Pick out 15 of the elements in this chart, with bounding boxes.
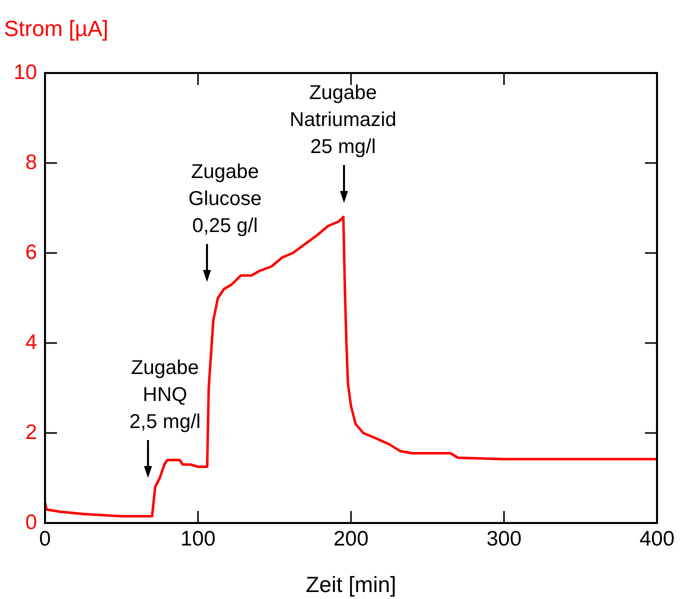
annotation: Zugabe Natriumazid 25 mg/l <box>290 82 396 158</box>
x-tick-label: 200 <box>333 527 369 550</box>
annotation: Zugabe HNQ 2,5 mg/l <box>129 357 201 433</box>
y-tick-label: 8 <box>25 150 37 174</box>
y-tick-label: 6 <box>25 240 37 264</box>
x-tick-label: 400 <box>639 527 675 550</box>
y-tick-label: 4 <box>25 330 38 354</box>
x-tick-label: 300 <box>486 527 522 550</box>
annotation: Zugabe Glucose 0,25 g/l <box>188 161 262 237</box>
y-axis-title: Strom [µA] <box>4 16 108 42</box>
x-axis-title: Zeit [min] <box>306 572 396 597</box>
y-tick-label: 10 <box>14 60 37 84</box>
y-tick-label: 2 <box>25 420 37 444</box>
y-tick-label: 0 <box>25 510 37 534</box>
x-tick-label: 100 <box>180 527 216 550</box>
